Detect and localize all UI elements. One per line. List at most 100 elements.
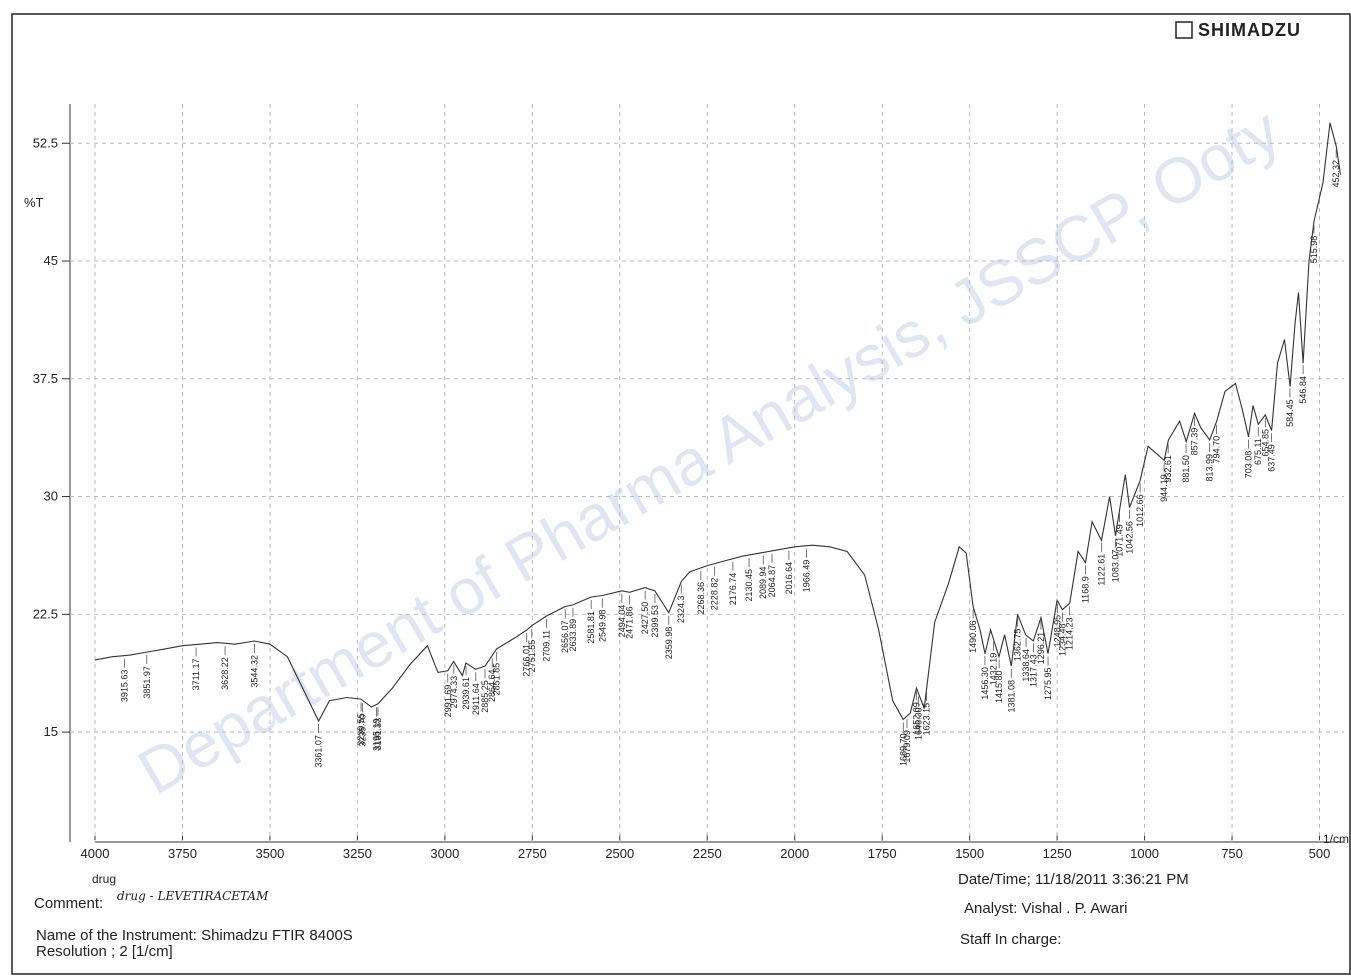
peak-label: 2359.98: [664, 627, 674, 660]
peak-label: 2974.33: [449, 676, 459, 709]
comment: drug - LEVETIRACETAM: [117, 889, 269, 903]
x-tick-label: 1000: [1130, 846, 1159, 861]
x-axis-label: 1/cm: [1323, 832, 1349, 846]
y-tick-label: 52.5: [33, 135, 58, 150]
peak-label: 637.49: [1266, 444, 1276, 472]
peak-label: 1012.66: [1135, 494, 1145, 527]
comment-label: Comment:: [34, 895, 103, 912]
peak-label: 3235.70: [357, 714, 367, 747]
peak-label: 2130.45: [744, 569, 754, 602]
peak-label: 1689.70: [898, 733, 908, 766]
peak-label: 2911.64: [471, 683, 481, 715]
peak-label: 1490.06: [968, 620, 978, 653]
peak-label: 2751.55: [527, 640, 537, 673]
x-tick-label: 1500: [955, 846, 984, 861]
peak-label: 1432.19: [988, 653, 998, 686]
peak-label: 2324.3: [676, 596, 686, 624]
peak-label: 813.99: [1205, 454, 1215, 482]
peak-label: 1623.15: [922, 703, 932, 736]
peak-label: 2494.04: [617, 605, 627, 638]
peak-label: 3915.63: [120, 670, 130, 703]
peak-label: 1248.95: [1052, 615, 1062, 648]
peak-label: 1646.30: [913, 707, 923, 740]
y-tick-label: 15: [44, 724, 58, 739]
peak-label: 3628.22: [220, 657, 230, 690]
peak-label: 1338.64: [1021, 649, 1031, 682]
peak-label: 2709.11: [542, 630, 552, 662]
sample-name: drug: [92, 872, 116, 886]
peak-label: 2268.36: [696, 582, 706, 615]
peak-label: 3851.97: [142, 666, 152, 699]
peak-label: 1381.08: [1006, 680, 1016, 713]
peak-label: 2089.94: [758, 566, 768, 599]
peak-label: 2581.81: [586, 611, 596, 644]
peak-label: 2228.82: [710, 578, 720, 611]
peak-label: 3711.17: [191, 659, 201, 691]
peak-label: 1168.9: [1080, 576, 1090, 603]
x-tick-label: 750: [1221, 846, 1243, 861]
peak-label: 1275.95: [1043, 667, 1053, 700]
peak-label: 794.70: [1211, 436, 1221, 464]
x-tick-label: 3000: [430, 846, 459, 861]
peak-label: 1317.43: [1029, 654, 1039, 687]
peak-label: 1966.49: [801, 560, 811, 593]
peak-label: 1652.09: [911, 702, 921, 735]
peak-label: 2016.64: [784, 562, 794, 595]
x-tick-label: 3500: [255, 846, 284, 861]
peak-label: 1071.49: [1115, 524, 1125, 557]
peak-label: 1362.75: [1013, 629, 1023, 662]
x-tick-label: 2500: [605, 846, 634, 861]
peak-label: 1415.80: [994, 670, 1004, 703]
peak-label: 1214.23: [1065, 617, 1075, 650]
peak-label: 3361.07: [314, 735, 324, 768]
peak-label: 2471.86: [625, 606, 635, 639]
analyst: Analyst: Vishal . P. Awari: [964, 900, 1127, 917]
peak-label: 584.45: [1285, 399, 1295, 427]
peak-label: 2885.25: [480, 680, 490, 713]
x-tick-label: 1750: [868, 846, 897, 861]
peak-label: 2991.69: [443, 685, 453, 718]
resolution: Resolution ; 2 [1/cm]: [36, 943, 173, 960]
x-tick-label: 3250: [343, 846, 372, 861]
peak-label: 1083.07: [1111, 550, 1121, 583]
peak-label: 2176.74: [728, 573, 738, 606]
peak-label: 654.85: [1260, 429, 1270, 457]
peak-label: 857.39: [1189, 428, 1199, 456]
peak-label: 2427.50: [640, 602, 650, 635]
brand-logo: [1175, 21, 1193, 39]
peak-label: 1234.48: [1058, 623, 1068, 656]
x-tick-label: 1250: [1043, 846, 1072, 861]
spectrum-line: [94, 122, 1342, 723]
peak-label: 1296.21: [1036, 632, 1046, 665]
peak-label: 3544.32: [249, 655, 259, 688]
y-tick-label: 30: [44, 489, 58, 504]
y-tick-label: 22.5: [33, 606, 58, 621]
peak-label: 703.08: [1243, 451, 1253, 479]
x-tick-label: 2750: [518, 846, 547, 861]
peak-label: 546.84: [1298, 376, 1308, 404]
peak-label: 2864.64: [487, 669, 497, 702]
peak-label: 881.50: [1181, 455, 1191, 483]
peak-label: 3191.33: [373, 718, 383, 751]
peak-label: 3239.55: [356, 713, 366, 746]
peak-label: 2851.85: [492, 663, 502, 696]
staff: Staff In charge:: [960, 931, 1061, 948]
watermark: Department of Pharma Analysis, JSSCP, Oo…: [126, 94, 1292, 808]
peak-label: 3195.19: [372, 719, 382, 752]
peak-label: 452.32: [1331, 160, 1341, 188]
x-tick-label: 4000: [81, 846, 110, 861]
peak-label: 1042.56: [1125, 521, 1135, 554]
peak-label: 2549.98: [597, 609, 607, 642]
y-axis-label: %T: [24, 195, 44, 210]
peak-label: 2633.89: [568, 619, 578, 652]
peak-label: 2939.61: [461, 677, 471, 710]
datetime: Date/Time; 11/18/2011 3:36:21 PM: [958, 871, 1189, 888]
peak-label: 2766.01: [522, 644, 532, 677]
peak-label: 2064.87: [767, 565, 777, 598]
peak-label: 2656.07: [560, 620, 570, 653]
x-tick-label: 2000: [780, 846, 809, 861]
x-tick-label: 3750: [168, 846, 197, 861]
page-frame: [11, 13, 1351, 975]
y-tick-label: 37.5: [33, 371, 58, 386]
